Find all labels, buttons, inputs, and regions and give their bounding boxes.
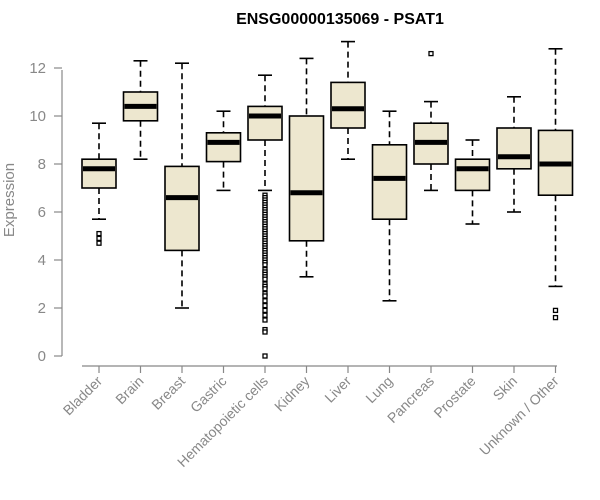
box-group bbox=[330, 40, 366, 160]
outlier-point bbox=[96, 230, 102, 237]
outlier-point bbox=[262, 329, 268, 335]
x-tick-label: Liver bbox=[321, 373, 354, 406]
outlier-point bbox=[262, 312, 268, 318]
iqr-box bbox=[164, 165, 200, 252]
outlier-point bbox=[262, 302, 268, 309]
outlier-point bbox=[262, 298, 268, 304]
y-tick-label: 12 bbox=[29, 60, 46, 77]
box-group bbox=[122, 59, 159, 160]
x-tick-label: Unknown / Other bbox=[476, 373, 562, 459]
iqr-box bbox=[205, 132, 242, 163]
outlier-point bbox=[262, 262, 268, 268]
x-tick-label: Lung bbox=[362, 373, 395, 406]
y-tick-label: 10 bbox=[29, 108, 46, 125]
box-group bbox=[164, 62, 200, 309]
box-group bbox=[371, 110, 408, 302]
box-group bbox=[247, 74, 283, 359]
box-group bbox=[413, 50, 449, 192]
box-group bbox=[496, 96, 532, 213]
y-tick-label: 2 bbox=[38, 300, 46, 317]
outlier-point bbox=[262, 317, 268, 323]
iqr-box bbox=[247, 105, 283, 141]
outlier-point bbox=[262, 307, 268, 314]
iqr-box bbox=[330, 81, 366, 129]
box-group bbox=[81, 122, 117, 246]
outlier-point bbox=[96, 235, 102, 242]
outlier-point bbox=[262, 276, 268, 282]
boxes bbox=[81, 40, 574, 359]
outlier-point bbox=[96, 240, 102, 246]
y-tick-label: 4 bbox=[38, 252, 46, 269]
chart-title: ENSG00000135069 - PSAT1 bbox=[236, 11, 444, 28]
outlier-point bbox=[262, 353, 268, 359]
y-tick-label: 0 bbox=[38, 348, 46, 365]
y-axis-label: Expression bbox=[1, 163, 18, 237]
x-tick-label: Breast bbox=[148, 373, 188, 413]
outlier-point bbox=[262, 286, 268, 292]
iqr-box bbox=[288, 115, 325, 242]
x-tick-label: Prostate bbox=[430, 373, 478, 421]
box-group bbox=[288, 57, 325, 278]
outlier-point bbox=[552, 307, 559, 314]
x-tick-label: Kidney bbox=[271, 373, 313, 415]
iqr-box bbox=[496, 127, 532, 170]
x-tick-label: Brain bbox=[112, 373, 146, 407]
x-tick-label: Skin bbox=[490, 373, 521, 404]
x-tick-label: Bladder bbox=[60, 373, 106, 419]
iqr-box bbox=[371, 144, 408, 221]
y-tick-label: 8 bbox=[38, 156, 46, 173]
outlier-point bbox=[552, 314, 559, 321]
box-group bbox=[454, 139, 491, 225]
box-group bbox=[205, 110, 242, 192]
outlier-point bbox=[262, 293, 268, 299]
outlier-point bbox=[428, 50, 434, 57]
box-group bbox=[537, 47, 574, 321]
iqr-box bbox=[81, 158, 117, 189]
y-tick-label: 6 bbox=[38, 204, 46, 221]
iqr-box bbox=[454, 158, 491, 192]
y-ticks: 0 2 4 6 8 10 12 bbox=[29, 60, 62, 365]
